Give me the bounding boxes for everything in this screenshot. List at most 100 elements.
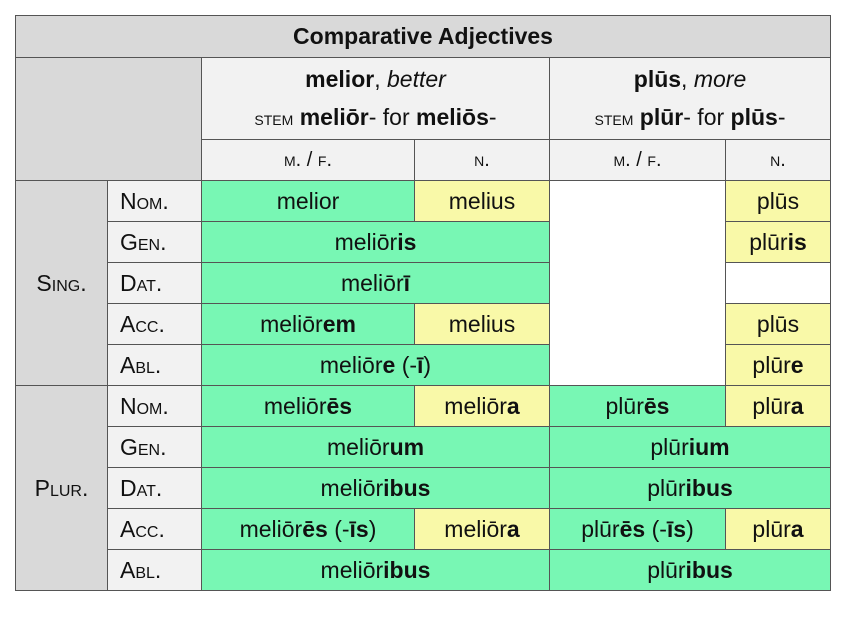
ending: ibus — [383, 474, 431, 501]
stem: meliōr — [320, 556, 384, 583]
stem: plūr — [752, 351, 791, 378]
table-title: Comparative Adjectives — [14, 15, 832, 58]
form-cell: plūris — [724, 221, 832, 263]
form-cell: meliōrum — [201, 426, 550, 468]
form-cell: meliōrēs (-īs) — [201, 508, 415, 550]
gender-header: m. / f. — [549, 139, 726, 181]
table-row: Dat. meliōribus plūribus — [16, 467, 832, 509]
table-row: Gen. meliōrum plūrium — [16, 426, 832, 468]
case-label: Dat. — [107, 262, 202, 304]
stem: meliōr — [326, 433, 390, 460]
ending: um — [389, 433, 425, 460]
form-cell: meliōrēs — [201, 385, 415, 427]
ending: is — [787, 228, 807, 255]
ending: a — [790, 515, 804, 542]
form-cell: plūs — [724, 303, 832, 345]
form-cell: plūrium — [548, 426, 832, 468]
stem: meliōr — [320, 474, 384, 501]
ending: īs — [349, 515, 369, 542]
stem: (- — [395, 351, 418, 378]
form-cell: plūre — [724, 344, 832, 386]
stem: meliōr — [260, 310, 323, 337]
stem: melius — [448, 187, 516, 214]
table-row: Plur. Nom. meliōrēs meliōra plūrēs plūra — [15, 385, 832, 591]
form-cell: melior — [201, 180, 415, 222]
stem: meliōr — [319, 351, 383, 378]
table-row: Abl. meliōre (-ī) plūre — [16, 344, 832, 386]
gender-header: n. — [724, 139, 832, 181]
form-cell: meliōrem — [201, 303, 415, 345]
stem: ) — [368, 515, 377, 542]
case-label: Gen. — [107, 221, 202, 263]
case-label: Dat. — [107, 467, 202, 509]
table-row: Sing. Nom. melior melius plūs — [15, 180, 832, 386]
stem: plūr — [647, 556, 686, 583]
ending: ī — [403, 269, 410, 296]
stem: plūr — [752, 515, 791, 542]
ending: ēs — [326, 392, 353, 419]
table-row: Acc. meliōrēs (-īs) meliōra plūrēs (-īs) plū… — [16, 508, 832, 550]
stem: (- — [645, 515, 667, 542]
form-cell: meliōra — [414, 385, 550, 427]
ending: ibus — [685, 556, 733, 583]
form-cell: plūra — [724, 508, 832, 550]
table-row: Dat. meliōrī — [16, 262, 832, 304]
ending: ēs — [302, 515, 328, 542]
comparative-adjectives-table: Comparative Adjectives melior, better st… — [14, 15, 832, 591]
form-cell — [724, 262, 832, 304]
case-label: Abl. — [107, 344, 202, 386]
ending: ī — [417, 351, 424, 378]
stem: (- — [327, 515, 350, 542]
stem: ) — [423, 351, 432, 378]
ending: a — [790, 392, 804, 419]
form-cell: meliōris — [201, 221, 550, 263]
stem: meliōr — [334, 228, 398, 255]
form-cell: meliōre (-ī) — [201, 344, 550, 386]
case-label: Acc. — [107, 508, 202, 550]
form-cell: meliōrī — [201, 262, 550, 304]
form-cell: melius — [414, 180, 550, 222]
form-cell: meliōra — [414, 508, 550, 550]
form-cell: plūra — [724, 385, 832, 427]
case-label: Acc. — [107, 303, 202, 345]
form-cell: meliōribus — [201, 549, 550, 591]
stem: plūr — [752, 392, 791, 419]
form-cell: plūrēs (-īs) — [549, 508, 726, 550]
stem: plūr — [647, 474, 686, 501]
stem: meliōr — [340, 269, 404, 296]
ending: ēs — [619, 515, 646, 542]
stem: meliōr — [444, 515, 507, 542]
ending: e — [382, 351, 396, 378]
form-cell: plūribus — [548, 549, 832, 591]
stem: ) — [686, 515, 694, 542]
header-plus: plūs, more stem plūr- for plūs- — [548, 57, 832, 140]
case-label: Gen. — [107, 426, 202, 468]
ending: īs — [666, 515, 687, 542]
table-row: Gen. meliōris plūris — [16, 221, 832, 263]
stem: plūr — [605, 392, 644, 419]
form-cell: plūribus — [548, 467, 832, 509]
stem: plūr — [581, 515, 620, 542]
number-label: Plur. — [15, 385, 108, 591]
case-label: Nom. — [107, 180, 202, 222]
stem: plūr — [650, 433, 689, 460]
form-cell — [549, 180, 726, 386]
ending: is — [397, 228, 417, 255]
case-label: Abl. — [107, 549, 202, 591]
ending: e — [790, 351, 804, 378]
form-cell: plūs — [724, 180, 832, 222]
form-cell: melius — [414, 303, 550, 345]
ending: a — [506, 515, 520, 542]
form-cell: meliōribus — [201, 467, 550, 509]
number-label: Sing. — [15, 180, 108, 386]
ending: ium — [688, 433, 730, 460]
stem: meliōr — [263, 392, 327, 419]
ending: a — [506, 392, 520, 419]
gender-header: n. — [414, 139, 550, 181]
form-cell: plūrēs — [549, 385, 726, 427]
ending: ibus — [685, 474, 733, 501]
stem: plūs — [756, 187, 800, 214]
stem: melius — [448, 310, 516, 337]
stem: plūr — [749, 228, 788, 255]
table-row: Abl. meliōribus plūribus — [16, 549, 832, 591]
